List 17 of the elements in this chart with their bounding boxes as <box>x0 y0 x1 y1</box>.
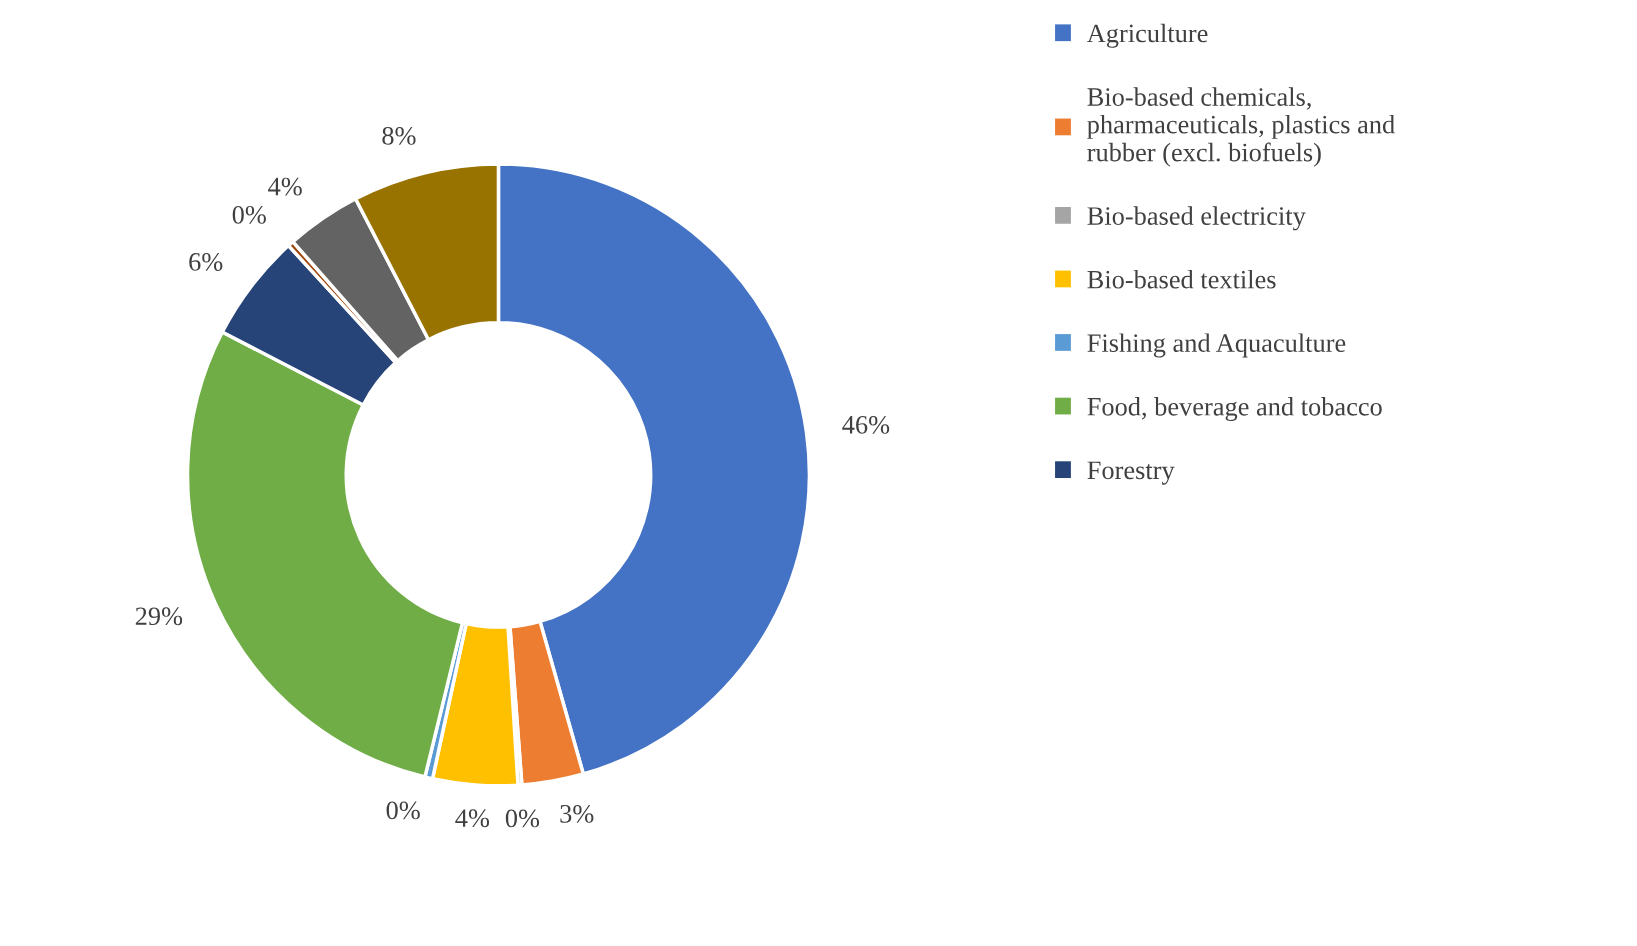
data-label: 0% <box>386 801 420 820</box>
data-label: 29% <box>135 607 183 626</box>
data-label: 6% <box>189 252 223 271</box>
legend-label: Bio-based chemicals, pharmaceuticals, plastics and rubber (excl. biofuels) <box>1087 87 1395 167</box>
data-label: 8% <box>382 126 416 145</box>
data-label: 3% <box>560 804 594 823</box>
data-label: 0% <box>505 809 540 828</box>
data-label: 46% <box>842 415 890 434</box>
data-label: 4% <box>455 809 490 828</box>
legend-label: Forestry <box>1087 461 1175 485</box>
data-label: 4% <box>268 177 302 196</box>
legend-label: Bio-based textiles <box>1087 269 1276 289</box>
legend-label: Bio-based electricity <box>1087 206 1306 231</box>
legend-label: Food, beverage and tobacco <box>1087 397 1382 422</box>
legend-label: Fishing and Aquaculture <box>1087 333 1346 358</box>
legend-label: Agriculture <box>1086 23 1208 48</box>
data-label: 0% <box>232 205 266 224</box>
